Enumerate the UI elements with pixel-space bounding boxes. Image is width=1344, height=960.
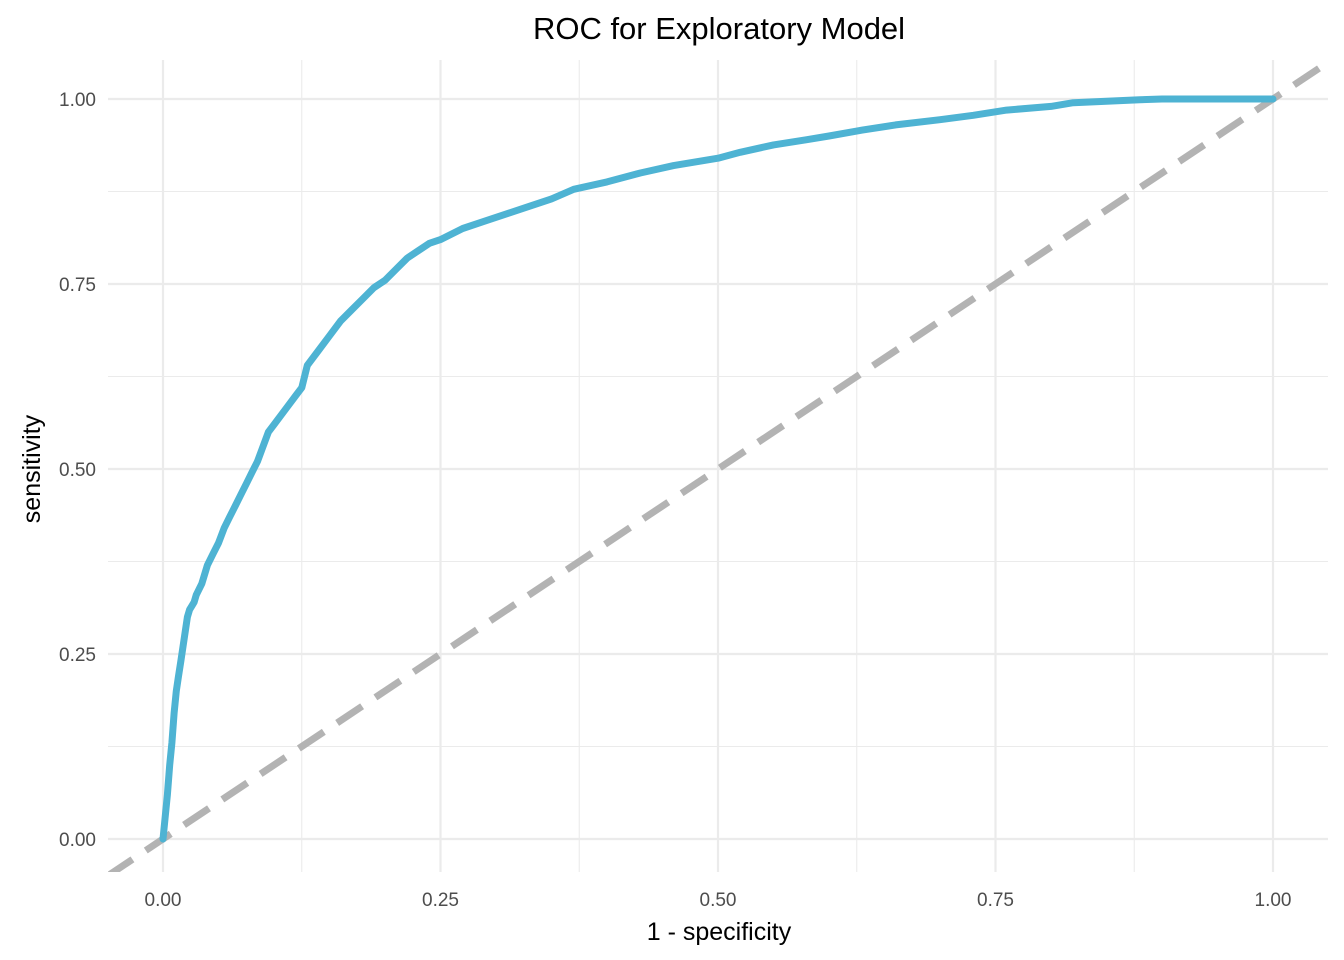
roc-layer: [159, 95, 1277, 843]
y-tick-labels: 0.00 0.25 0.50 0.75 1.00: [59, 90, 96, 851]
diagonal-reference-line: [108, 60, 1328, 872]
x-tick-label: 0.75: [977, 890, 1014, 911]
roc-curve: [159, 95, 1277, 843]
y-tick-label: 0.50: [59, 460, 96, 481]
x-tick-labels: 0.00 0.25 0.50 0.75 1.00: [145, 890, 1292, 911]
y-tick-label: 0.00: [59, 830, 96, 851]
grid: [108, 60, 1328, 872]
x-tick-label: 0.50: [700, 890, 737, 911]
y-tick-label: 1.00: [59, 90, 96, 111]
y-tick-label: 0.75: [59, 275, 96, 296]
y-tick-label: 0.25: [59, 645, 96, 666]
x-tick-label: 1.00: [1255, 890, 1292, 911]
chart-title: ROC for Exploratory Model: [533, 11, 905, 46]
y-axis-title: sensitivity: [18, 414, 46, 523]
x-tick-label: 0.00: [145, 890, 182, 911]
diagonal-layer: [108, 60, 1328, 872]
x-axis-title: 1 - specificity: [647, 918, 792, 946]
x-tick-label: 0.25: [422, 890, 459, 911]
